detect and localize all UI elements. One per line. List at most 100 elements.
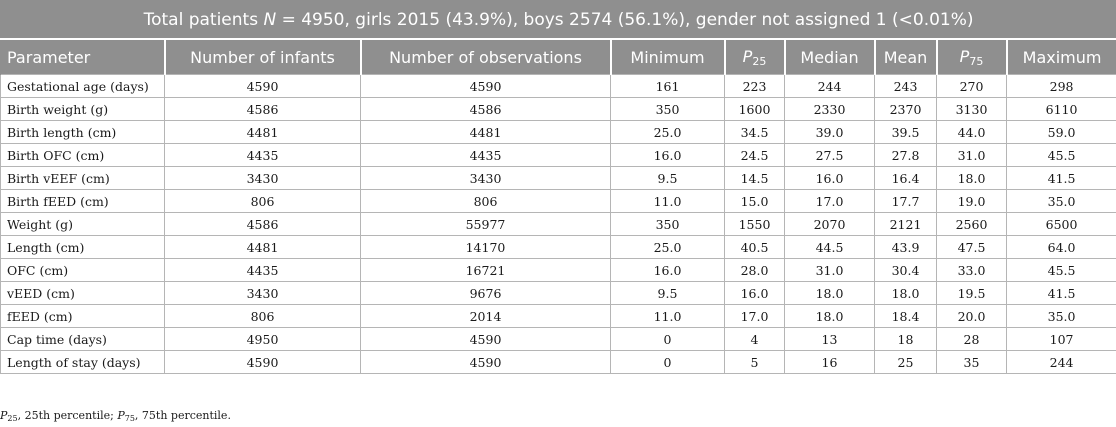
cell-median: 18.0 bbox=[784, 281, 875, 305]
cell-p25: 16.0 bbox=[724, 281, 785, 305]
cell-parameter: Birth weight (g) bbox=[0, 97, 165, 121]
cell-p25: 1600 bbox=[724, 97, 785, 121]
cell-p75: 31.0 bbox=[936, 143, 1007, 167]
cell-parameter: Weight (g) bbox=[0, 212, 165, 236]
cell-mean: 2370 bbox=[874, 97, 937, 121]
cell-median: 16.0 bbox=[784, 166, 875, 190]
cell-parameter: Birth OFC (cm) bbox=[0, 143, 165, 167]
cell-infants: 4435 bbox=[164, 258, 361, 282]
p75-subscript: 75 bbox=[969, 54, 984, 68]
table-body: Gestational age (days) 4590 4590 161 223… bbox=[0, 74, 1116, 374]
cell-minimum: 350 bbox=[610, 212, 725, 236]
cell-observations: 4590 bbox=[360, 327, 611, 351]
cell-infants: 4586 bbox=[164, 97, 361, 121]
table-row: Birth OFC (cm) 4435 4435 16.0 24.5 27.5 … bbox=[0, 143, 1116, 167]
cell-maximum: 6110 bbox=[1005, 97, 1116, 121]
cell-parameter: fEED (cm) bbox=[0, 304, 165, 328]
cell-infants: 806 bbox=[164, 189, 361, 213]
cell-median: 16 bbox=[784, 350, 875, 374]
cell-parameter: Birth fEED (cm) bbox=[0, 189, 165, 213]
cell-p75: 19.0 bbox=[936, 189, 1007, 213]
cell-maximum: 45.5 bbox=[1005, 143, 1116, 167]
column-header-row: Parameter Number of infants Number of ob… bbox=[0, 38, 1116, 75]
cell-maximum: 35.0 bbox=[1005, 304, 1116, 328]
table-row: Birth length (cm) 4481 4481 25.0 34.5 39… bbox=[0, 120, 1116, 144]
cell-maximum: 6500 bbox=[1005, 212, 1116, 236]
table-row: Birth vEEF (cm) 3430 3430 9.5 14.5 16.0 … bbox=[0, 166, 1116, 190]
cell-p25: 28.0 bbox=[724, 258, 785, 282]
cell-observations: 14170 bbox=[360, 235, 611, 259]
cell-minimum: 11.0 bbox=[610, 189, 725, 213]
cell-p25: 24.5 bbox=[724, 143, 785, 167]
cell-parameter: Length (cm) bbox=[0, 235, 165, 259]
p25-subscript: 25 bbox=[752, 54, 767, 68]
table-row: OFC (cm) 4435 16721 16.0 28.0 31.0 30.4 … bbox=[0, 258, 1116, 282]
table-footnote: P25, 25th percentile; P75, 75th percenti… bbox=[0, 409, 231, 423]
cell-infants: 4586 bbox=[164, 212, 361, 236]
cell-maximum: 45.5 bbox=[1005, 258, 1116, 282]
table-row: Weight (g) 4586 55977 350 1550 2070 2121… bbox=[0, 212, 1116, 236]
cell-minimum: 25.0 bbox=[610, 235, 725, 259]
cell-parameter: OFC (cm) bbox=[0, 258, 165, 282]
cell-p25: 5 bbox=[724, 350, 785, 374]
cell-infants: 3430 bbox=[164, 281, 361, 305]
cell-minimum: 0 bbox=[610, 350, 725, 374]
cell-p75: 20.0 bbox=[936, 304, 1007, 328]
cell-observations: 55977 bbox=[360, 212, 611, 236]
cell-minimum: 25.0 bbox=[610, 120, 725, 144]
cell-observations: 9676 bbox=[360, 281, 611, 305]
cell-mean: 30.4 bbox=[874, 258, 937, 282]
cell-observations: 4586 bbox=[360, 97, 611, 121]
cell-p75: 44.0 bbox=[936, 120, 1007, 144]
col-header-p75: P75 bbox=[935, 38, 1007, 75]
cell-infants: 4590 bbox=[164, 74, 361, 98]
table-row: Cap time (days) 4950 4590 0 4 13 18 28 1… bbox=[0, 327, 1116, 351]
table-row: Birth fEED (cm) 806 806 11.0 15.0 17.0 1… bbox=[0, 189, 1116, 213]
cell-p75: 35 bbox=[936, 350, 1007, 374]
cell-observations: 4435 bbox=[360, 143, 611, 167]
cell-median: 244 bbox=[784, 74, 875, 98]
cell-median: 2070 bbox=[784, 212, 875, 236]
cell-median: 27.5 bbox=[784, 143, 875, 167]
cell-p75: 47.5 bbox=[936, 235, 1007, 259]
cell-p75: 18.0 bbox=[936, 166, 1007, 190]
cell-maximum: 35.0 bbox=[1005, 189, 1116, 213]
p25-letter: P bbox=[742, 46, 753, 66]
cell-infants: 4435 bbox=[164, 143, 361, 167]
cell-minimum: 16.0 bbox=[610, 258, 725, 282]
cell-mean: 18.0 bbox=[874, 281, 937, 305]
cell-p75: 19.5 bbox=[936, 281, 1007, 305]
cell-median: 17.0 bbox=[784, 189, 875, 213]
footnote-p75-subscript: 75 bbox=[124, 414, 135, 423]
cell-infants: 4950 bbox=[164, 327, 361, 351]
cell-parameter: vEED (cm) bbox=[0, 281, 165, 305]
cell-p25: 14.5 bbox=[724, 166, 785, 190]
cell-observations: 4481 bbox=[360, 120, 611, 144]
cell-median: 13 bbox=[784, 327, 875, 351]
cell-p75: 33.0 bbox=[936, 258, 1007, 282]
cell-parameter: Cap time (days) bbox=[0, 327, 165, 351]
col-header-observations: Number of observations bbox=[359, 38, 611, 75]
cell-infants: 806 bbox=[164, 304, 361, 328]
cell-minimum: 0 bbox=[610, 327, 725, 351]
cell-p25: 1550 bbox=[724, 212, 785, 236]
cell-maximum: 41.5 bbox=[1005, 281, 1116, 305]
cell-mean: 43.9 bbox=[874, 235, 937, 259]
cell-infants: 4590 bbox=[164, 350, 361, 374]
table-row: Length of stay (days) 4590 4590 0 5 16 2… bbox=[0, 350, 1116, 374]
col-header-maximum: Maximum bbox=[1005, 38, 1116, 75]
cell-mean: 25 bbox=[874, 350, 937, 374]
footnote-p75-text: , 75th percentile. bbox=[134, 409, 231, 422]
cell-p25: 34.5 bbox=[724, 120, 785, 144]
cell-observations: 4590 bbox=[360, 350, 611, 374]
cell-median: 44.5 bbox=[784, 235, 875, 259]
footnote-p25-text: , 25th percentile; bbox=[17, 409, 118, 422]
cell-infants: 4481 bbox=[164, 120, 361, 144]
cell-p75: 270 bbox=[936, 74, 1007, 98]
cell-mean: 16.4 bbox=[874, 166, 937, 190]
title-suffix: = 4950, girls 2015 (43.9%), boys 2574 (5… bbox=[276, 9, 974, 30]
cell-median: 2330 bbox=[784, 97, 875, 121]
footnote-p25-subscript: 25 bbox=[7, 414, 18, 423]
cell-minimum: 16.0 bbox=[610, 143, 725, 167]
cell-mean: 243 bbox=[874, 74, 937, 98]
